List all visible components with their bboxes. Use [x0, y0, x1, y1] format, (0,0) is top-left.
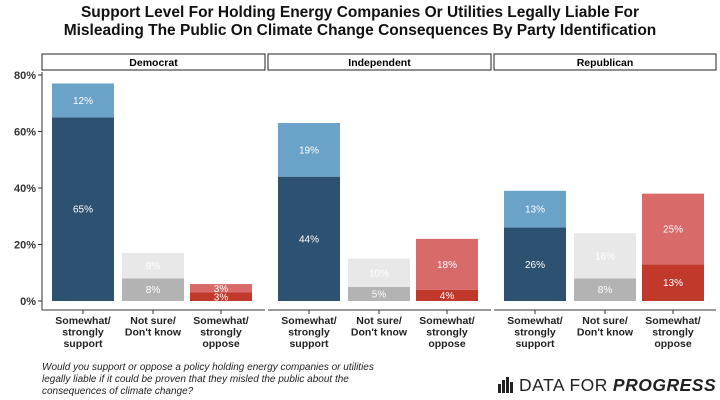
- data-label: 18%: [437, 260, 457, 271]
- data-label: 12%: [73, 96, 93, 107]
- bar-segment: [504, 227, 566, 301]
- data-label: 19%: [299, 145, 319, 156]
- data-label: 8%: [146, 285, 161, 296]
- y-tick-label: 60%: [14, 127, 36, 139]
- logo-text-light: DATA FOR: [519, 374, 608, 395]
- data-label: 5%: [372, 289, 387, 300]
- facet-strip-label: Democrat: [129, 57, 178, 69]
- panel-independent: Independent 44% 19% Somewhat/strongly suppor…: [267, 53, 492, 350]
- facet-strip: [41, 53, 266, 71]
- bar-segment: [416, 289, 478, 301]
- data-label: 16%: [595, 251, 615, 262]
- data-label: 3%: [214, 292, 229, 303]
- chart-title: Support Level For Holding Energy Compani…: [0, 4, 720, 40]
- bar-stack: 3%3%: [190, 284, 252, 303]
- bar-segment: [278, 123, 340, 177]
- x-tick-label: Somewhat/strongly oppose: [645, 315, 701, 350]
- chart-title-line-2: Misleading The Public On Climate Change …: [63, 22, 657, 39]
- y-tick-label: 20%: [14, 240, 36, 252]
- bar-chart-icon: [498, 377, 514, 393]
- x-tick-label: Not sure/Don't know: [577, 315, 634, 339]
- data-label: 3%: [214, 284, 229, 295]
- bar-stack: 65% 12%: [52, 83, 114, 301]
- data-label: 25%: [663, 224, 683, 235]
- facet-strip: [267, 53, 492, 71]
- panel-republican: Republican 26% 13% Somewhat/strongly support…: [493, 53, 717, 350]
- bar-stack: 5% 10%: [348, 258, 410, 301]
- bar-stack: 26% 13%: [504, 190, 566, 301]
- bar-segment: [278, 176, 340, 301]
- y-tick-label: 80%: [14, 70, 36, 82]
- x-tick-label: Not sure/Don't know: [125, 315, 182, 339]
- bar-stack: 8% 9%: [122, 252, 184, 301]
- facet-strip-label: Republican: [577, 57, 634, 69]
- bar-segment: [416, 238, 478, 290]
- data-label: 26%: [525, 260, 545, 271]
- y-tick-label: 40%: [14, 183, 36, 195]
- x-tick-label: Somewhat/strongly oppose: [419, 315, 475, 350]
- bar-segment: [190, 284, 252, 293]
- bar-segment: [122, 278, 184, 301]
- facet-strip-label: Independent: [348, 57, 411, 69]
- x-tick-label: Somewhat/strongly support: [281, 315, 337, 350]
- bar-segment: [574, 278, 636, 301]
- facet-strip: [493, 53, 717, 71]
- panel-democrat: Democrat 65% 12% Somewhat/strongly support 8%…: [41, 53, 266, 350]
- bar-segment: [348, 258, 410, 287]
- bar-segment: [348, 286, 410, 301]
- data-label: 44%: [299, 234, 319, 245]
- data-label: 65%: [73, 205, 93, 216]
- x-tick-label: Somewhat/strongly support: [55, 315, 111, 350]
- bar-segment: [52, 83, 114, 118]
- bar-stack: 13% 25%: [642, 193, 704, 301]
- bar-segment: [574, 233, 636, 279]
- y-axis: 0% 20% 40% 60% 80%: [14, 70, 42, 308]
- x-tick-label: Not sure/Don't know: [351, 315, 408, 339]
- bar-segment: [642, 264, 704, 301]
- data-for-progress-logo: DATA FOR PROGRESS: [498, 374, 716, 396]
- bar-segment: [642, 193, 704, 265]
- survey-question: Would you support or oppose a policy hol…: [42, 362, 374, 397]
- data-label: 13%: [663, 278, 683, 289]
- chart-title-line-1: Support Level For Holding Energy Compani…: [80, 4, 640, 21]
- data-label: 4%: [440, 291, 455, 302]
- bar-segment: [122, 252, 184, 279]
- y-tick-label: 0%: [20, 296, 36, 308]
- bar-segment: [52, 117, 114, 301]
- bar-stack: 8% 16%: [574, 233, 636, 301]
- x-tick-label: Somewhat/strongly oppose: [193, 315, 249, 350]
- bar-stack: 44% 19%: [278, 123, 340, 301]
- data-label: 9%: [146, 261, 161, 272]
- logo-text-strong: PROGRESS: [612, 374, 717, 395]
- x-tick-label: Somewhat/strongly support: [507, 315, 563, 350]
- bar-segment: [504, 190, 566, 228]
- bar-segment: [190, 292, 252, 301]
- data-label: 8%: [598, 285, 613, 296]
- data-label: 13%: [525, 205, 545, 216]
- bar-stack: 4% 18%: [416, 238, 478, 302]
- data-label: 10%: [369, 268, 389, 279]
